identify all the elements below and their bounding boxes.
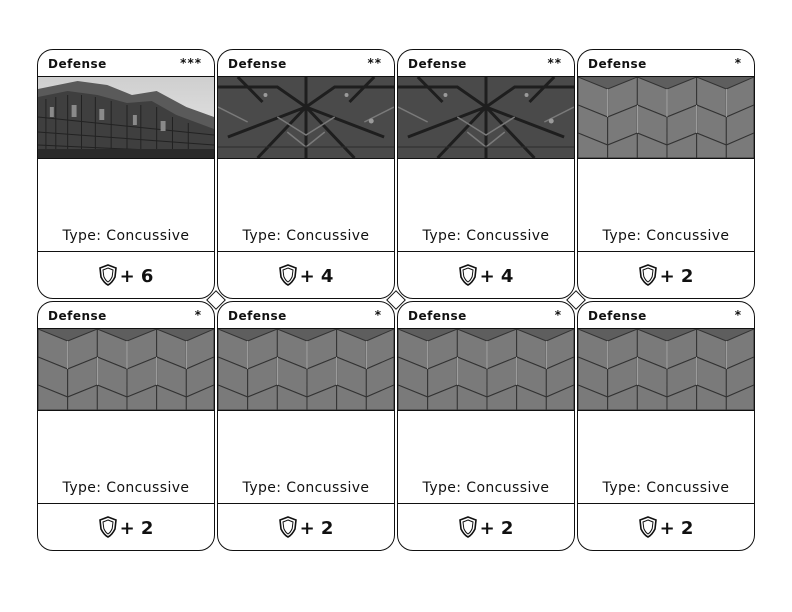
defense-stat: + 4	[218, 264, 394, 287]
card-type-line: Type: Concussive	[602, 480, 730, 496]
card-rank-stars: *	[734, 56, 742, 70]
defense-stat: + 2	[38, 516, 214, 539]
defense-card-5[interactable]: Defense *	[37, 301, 215, 551]
card-art-hex-plating	[578, 77, 754, 159]
card-footer: + 4	[218, 251, 394, 298]
defense-stat: + 2	[218, 516, 394, 539]
shield-icon	[278, 516, 297, 538]
defense-value: + 2	[659, 518, 694, 539]
defense-value: + 2	[299, 518, 334, 539]
card-title: Defense	[408, 57, 467, 71]
defense-card-8[interactable]: Defense *	[577, 301, 755, 551]
card-footer: + 2	[38, 503, 214, 550]
card-rank-stars: **	[547, 56, 562, 70]
shield-icon	[458, 264, 477, 286]
card-rank-stars: ***	[180, 56, 202, 70]
defense-stat: + 2	[398, 516, 574, 539]
card-rank-stars: *	[374, 308, 382, 322]
card-type-line: Type: Concussive	[422, 480, 550, 496]
card-header: Defense **	[218, 50, 394, 77]
card-footer: + 2	[578, 251, 754, 298]
card-type-line: Type: Concussive	[242, 228, 370, 244]
card-art-hex-plating	[398, 329, 574, 411]
card-header: Defense *	[398, 302, 574, 329]
defense-card-1[interactable]: Defense ***	[37, 49, 215, 299]
card-type-line: Type: Concussive	[602, 228, 730, 244]
card-type-line: Type: Concussive	[62, 228, 190, 244]
card-header: Defense **	[398, 50, 574, 77]
card-title: Defense	[48, 57, 107, 71]
defense-value: + 2	[119, 518, 154, 539]
shield-icon	[458, 516, 477, 538]
card-header: Defense *	[578, 50, 754, 77]
shield-icon	[638, 516, 657, 538]
defense-value: + 2	[479, 518, 514, 539]
card-art-city-ruins	[38, 77, 214, 159]
card-footer: + 2	[578, 503, 754, 550]
card-title: Defense	[228, 309, 287, 323]
defense-stat: + 2	[578, 516, 754, 539]
defense-card-7[interactable]: Defense *	[397, 301, 575, 551]
card-title: Defense	[228, 57, 287, 71]
defense-card-2[interactable]: Defense **	[217, 49, 395, 299]
card-footer: + 6	[38, 251, 214, 298]
defense-value: + 6	[119, 266, 154, 287]
card-footer: + 4	[398, 251, 574, 298]
card-rank-stars: *	[554, 308, 562, 322]
card-rank-stars: *	[734, 308, 742, 322]
card-art-hex-plating	[38, 329, 214, 411]
card-header: Defense *	[218, 302, 394, 329]
card-type-line: Type: Concussive	[62, 480, 190, 496]
card-type-line: Type: Concussive	[422, 228, 550, 244]
card-rank-stars: **	[367, 56, 382, 70]
shield-icon	[638, 264, 657, 286]
defense-stat: + 2	[578, 264, 754, 287]
card-title: Defense	[588, 309, 647, 323]
card-art-hex-plating	[218, 329, 394, 411]
defense-card-6[interactable]: Defense *	[217, 301, 395, 551]
shield-icon	[98, 264, 117, 286]
shield-icon	[278, 264, 297, 286]
defense-value: + 4	[479, 266, 514, 287]
card-title: Defense	[48, 309, 107, 323]
card-art-hex-plating	[578, 329, 754, 411]
card-rank-stars: *	[194, 308, 202, 322]
defense-card-4[interactable]: Defense *	[577, 49, 755, 299]
card-header: Defense *	[38, 302, 214, 329]
defense-stat: + 6	[38, 264, 214, 287]
card-header: Defense *	[578, 302, 754, 329]
card-sheet: Defense ***	[37, 49, 757, 553]
shield-icon	[98, 516, 117, 538]
card-art-ornate-panel	[218, 77, 394, 159]
card-header: Defense ***	[38, 50, 214, 77]
defense-value: + 4	[299, 266, 334, 287]
defense-value: + 2	[659, 266, 694, 287]
card-art-ornate-panel	[398, 77, 574, 159]
defense-stat: + 4	[398, 264, 574, 287]
card-title: Defense	[408, 309, 467, 323]
card-footer: + 2	[398, 503, 574, 550]
defense-card-3[interactable]: Defense **	[397, 49, 575, 299]
card-footer: + 2	[218, 503, 394, 550]
card-type-line: Type: Concussive	[242, 480, 370, 496]
card-title: Defense	[588, 57, 647, 71]
